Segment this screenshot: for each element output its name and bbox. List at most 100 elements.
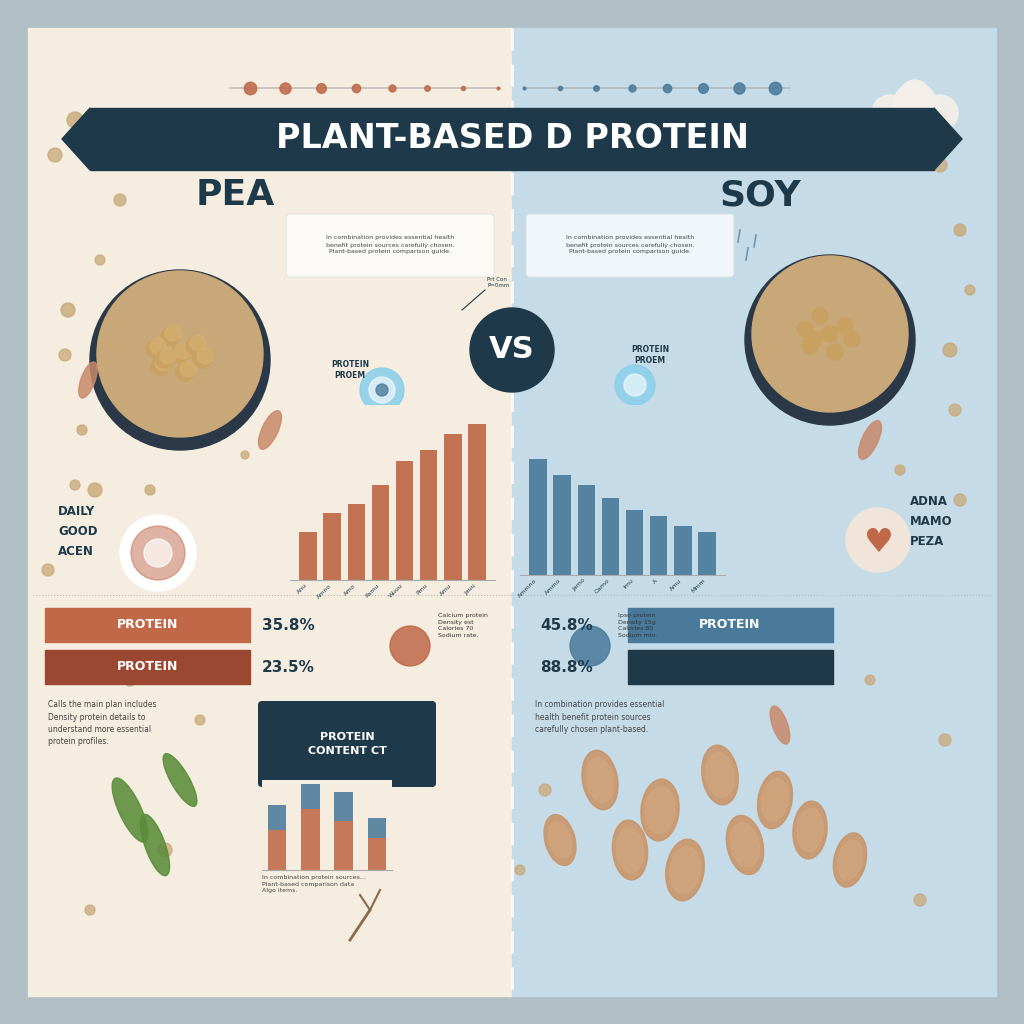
Circle shape [922, 95, 958, 131]
Ellipse shape [701, 745, 738, 805]
Ellipse shape [140, 814, 170, 876]
Circle shape [954, 224, 966, 236]
Ellipse shape [797, 809, 823, 851]
Circle shape [95, 255, 105, 265]
Circle shape [156, 350, 174, 368]
Circle shape [165, 325, 181, 341]
Circle shape [42, 564, 54, 575]
Circle shape [97, 271, 263, 437]
Text: ⊙: ⊙ [410, 468, 421, 482]
Bar [628, 650, 833, 684]
Circle shape [900, 80, 930, 110]
Text: Calls the main plan includes
Density protein details to
understand more essentia: Calls the main plan includes Density pro… [48, 700, 157, 746]
Text: PROTEIN: PROTEIN [699, 618, 761, 632]
Bar [268, 829, 287, 870]
Bar [45, 608, 250, 642]
Circle shape [195, 715, 205, 725]
Circle shape [158, 843, 172, 857]
Text: In combination provides essential health
benefit protein sources carefully chose: In combination provides essential health… [565, 236, 694, 255]
Circle shape [949, 404, 961, 416]
Ellipse shape [645, 786, 675, 834]
Circle shape [874, 275, 885, 285]
Text: 88.8%: 88.8% [540, 659, 593, 675]
Bar [512, 28, 996, 996]
Bar [301, 809, 319, 870]
Bar [347, 504, 365, 580]
Circle shape [146, 340, 164, 358]
Ellipse shape [548, 822, 571, 858]
Circle shape [171, 345, 189, 362]
Circle shape [939, 734, 951, 746]
Bar [468, 424, 485, 580]
Bar [90, 108, 934, 170]
Circle shape [369, 377, 395, 403]
Bar [650, 516, 668, 575]
Circle shape [77, 425, 87, 435]
Ellipse shape [706, 753, 734, 798]
Bar [368, 818, 386, 838]
Circle shape [120, 515, 196, 591]
Circle shape [144, 539, 172, 567]
Circle shape [812, 308, 828, 324]
Ellipse shape [586, 758, 613, 802]
Circle shape [624, 374, 646, 396]
Bar [335, 793, 353, 821]
Circle shape [160, 348, 176, 364]
Circle shape [241, 451, 249, 459]
Circle shape [180, 361, 196, 377]
Circle shape [190, 335, 206, 351]
Circle shape [215, 285, 225, 295]
Circle shape [176, 362, 194, 381]
Circle shape [943, 343, 957, 357]
Bar [529, 459, 547, 575]
Circle shape [85, 905, 95, 915]
Text: 23.5%: 23.5% [262, 659, 314, 675]
Ellipse shape [730, 823, 760, 867]
Text: PROTEIN: PROTEIN [118, 618, 178, 632]
Text: PEA: PEA [196, 178, 274, 212]
Circle shape [539, 784, 551, 796]
Text: ♥: ♥ [863, 525, 893, 558]
Text: Prt Con
P=0mm: Prt Con P=0mm [487, 278, 509, 288]
Bar [45, 650, 250, 684]
Circle shape [837, 318, 853, 334]
Circle shape [70, 480, 80, 490]
Circle shape [745, 255, 915, 425]
Bar [444, 433, 462, 580]
Bar [578, 485, 595, 575]
Text: PROTEIN: PROTEIN [118, 660, 178, 674]
Ellipse shape [770, 706, 790, 744]
Polygon shape [62, 108, 90, 170]
Text: PLANT-BASED D PROTEIN: PLANT-BASED D PROTEIN [275, 123, 749, 156]
Circle shape [797, 321, 813, 337]
Circle shape [965, 285, 975, 295]
Circle shape [802, 338, 818, 354]
Text: Ipso protein
Density 15g
Calories 80
Sodium min.: Ipso protein Density 15g Calories 80 Sod… [618, 613, 657, 638]
Circle shape [933, 158, 947, 172]
Circle shape [59, 349, 71, 361]
Text: ADNA
MAMO
PEZA: ADNA MAMO PEZA [910, 495, 952, 548]
Bar [626, 510, 643, 575]
Circle shape [175, 343, 191, 359]
Ellipse shape [838, 841, 862, 880]
Bar [268, 805, 287, 829]
Circle shape [161, 327, 179, 345]
Circle shape [360, 368, 404, 412]
Circle shape [570, 626, 610, 666]
Ellipse shape [544, 814, 575, 865]
Bar [28, 28, 512, 996]
Circle shape [846, 508, 910, 572]
Circle shape [822, 326, 838, 342]
Bar [324, 513, 341, 580]
Circle shape [893, 83, 937, 127]
Ellipse shape [582, 751, 618, 810]
Text: 35.8%: 35.8% [262, 617, 314, 633]
Ellipse shape [641, 779, 679, 841]
Circle shape [470, 308, 554, 392]
Circle shape [90, 270, 270, 450]
Bar [301, 784, 319, 809]
Text: VS: VS [489, 336, 535, 365]
Bar [299, 532, 316, 580]
Circle shape [150, 338, 166, 354]
Circle shape [397, 457, 433, 493]
